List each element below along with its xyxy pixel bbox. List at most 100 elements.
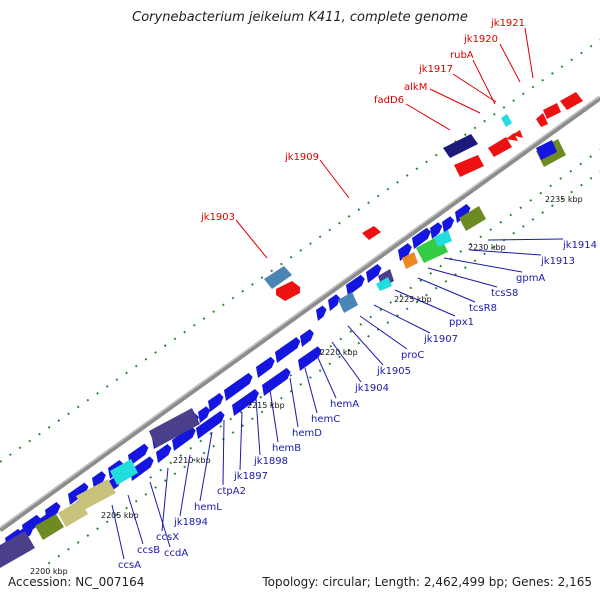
top-gene-labels[interactable]: jk1921 jk1920 rubA jk1917 alkM fadD6 jk1… xyxy=(200,18,534,259)
grid-dots-far xyxy=(149,148,600,479)
feature-blocks[interactable] xyxy=(0,139,566,568)
feature-jk1894[interactable] xyxy=(110,459,138,485)
grid-dot xyxy=(173,472,177,476)
label-tcsS8[interactable]: tcsS8 xyxy=(491,288,518,299)
reverse-gene-arrow[interactable] xyxy=(430,222,443,239)
feature-ccdA[interactable] xyxy=(58,500,88,527)
reverse-gene-arrow[interactable] xyxy=(316,305,327,321)
reverse-gene-arrow[interactable] xyxy=(455,204,471,223)
label-jk1913[interactable]: jk1913 xyxy=(540,256,575,267)
grid-dot xyxy=(541,78,545,82)
gene-jk1920[interactable] xyxy=(536,113,548,127)
reverse-gene-arrow[interactable] xyxy=(156,444,172,463)
grid-dot xyxy=(570,190,574,194)
gene-jk1909[interactable] xyxy=(362,226,381,240)
label-leader-line xyxy=(111,504,125,560)
label-ccsA[interactable]: ccsA xyxy=(118,560,141,571)
label-ccsB[interactable]: ccsB xyxy=(137,545,160,556)
label-ppx1[interactable]: ppx1 xyxy=(449,317,474,328)
grid-dot xyxy=(57,419,61,422)
feature-hemL[interactable] xyxy=(149,408,200,448)
label-ccsX[interactable]: ccsX xyxy=(156,532,179,543)
reverse-gene-arrow[interactable] xyxy=(412,227,431,249)
feature-gpmA-b[interactable] xyxy=(434,230,452,247)
label-proC[interactable]: proC xyxy=(401,350,424,361)
reverse-gene-arrow[interactable] xyxy=(366,264,382,283)
gene-jk1903[interactable] xyxy=(276,281,300,301)
grid-dot xyxy=(202,317,206,320)
reverse-gene-arrow[interactable] xyxy=(130,456,154,481)
reverse-gene-arrow[interactable] xyxy=(128,443,149,466)
grid-dot xyxy=(339,337,343,341)
grid-dot xyxy=(580,183,583,187)
gene-jk1903-feature[interactable] xyxy=(264,266,292,289)
label-ctpA2[interactable]: ctpA2 xyxy=(217,486,246,497)
scale-tick-2220: 2220 kbp xyxy=(320,348,358,357)
gene-jk1921[interactable] xyxy=(543,103,561,119)
reverse-gene-arrow[interactable] xyxy=(346,274,365,296)
reverse-gene-arrow[interactable] xyxy=(198,406,211,423)
reverse-gene-arrow[interactable] xyxy=(328,294,341,311)
reverse-gene-arrow[interactable] xyxy=(232,389,259,416)
reverse-gene-arrow[interactable] xyxy=(275,337,301,363)
reverse-gene-arrow[interactable] xyxy=(208,393,224,412)
label-jk1894[interactable]: jk1894 xyxy=(173,517,208,528)
bottom-gene-labels[interactable]: jk1914 jk1913 gpmA tcsS8 tcsR8 ppx1 jk1907 proC… xyxy=(111,238,597,571)
reverse-gene-arrow[interactable] xyxy=(398,243,412,261)
grid-dot xyxy=(405,307,409,311)
label-hemC[interactable]: hemC xyxy=(311,414,340,425)
label-jk1904[interactable]: jk1904 xyxy=(354,383,389,394)
reverse-gene-arrow[interactable] xyxy=(172,426,196,451)
grid-dot xyxy=(189,446,193,450)
grid-dot xyxy=(512,99,516,103)
label-jk1897[interactable]: jk1897 xyxy=(233,471,268,482)
reverse-gene-arrow[interactable] xyxy=(298,346,322,371)
reverse-gene-arrow[interactable] xyxy=(196,410,225,439)
grid-dot xyxy=(529,199,533,202)
label-leader-line xyxy=(161,467,169,532)
feature-ccsB[interactable] xyxy=(35,514,64,540)
gene-fadD6[interactable] xyxy=(454,155,484,177)
label-leader-line xyxy=(359,315,408,350)
grid-dot xyxy=(359,322,363,326)
gene-alkM[interactable] xyxy=(488,137,512,157)
label-jk1905[interactable]: jk1905 xyxy=(376,366,411,377)
feature-jk1913[interactable] xyxy=(459,206,486,231)
grid-dot xyxy=(115,378,119,382)
label-ccdA[interactable]: ccdA xyxy=(164,548,188,559)
label-jk1898[interactable]: jk1898 xyxy=(253,456,288,467)
reverse-gene-arrow[interactable] xyxy=(442,216,455,233)
scale-labels: 2200 kbp 2205 kbp 2210 kbp 2215 kbp 2220… xyxy=(30,195,583,576)
genome-backbone-highlight xyxy=(0,95,600,529)
feature-ccsX[interactable] xyxy=(76,479,116,510)
grid-dot xyxy=(202,451,206,455)
reverse-gene-arrow[interactable] xyxy=(262,367,291,396)
feature-ccsA[interactable] xyxy=(0,531,35,568)
label-jk1914[interactable]: jk1914 xyxy=(562,240,597,251)
gene-jk1917[interactable] xyxy=(501,114,512,127)
feature-tcsR8-b[interactable] xyxy=(376,277,392,291)
label-tcsR8[interactable]: tcsR8 xyxy=(469,303,497,314)
label-hemA[interactable]: hemA xyxy=(330,399,359,410)
gene-jk1921-b[interactable] xyxy=(560,92,583,110)
feature-tcsS8[interactable] xyxy=(402,252,418,269)
feature-jk1903b[interactable] xyxy=(338,292,358,313)
feature-jk1921b[interactable] xyxy=(536,140,557,160)
scale-tick-2230: 2230 kbp xyxy=(468,243,506,252)
label-gpmA[interactable]: gpmA xyxy=(516,273,545,284)
gene-rubA-b[interactable] xyxy=(512,130,523,138)
reverse-gene-arrow[interactable] xyxy=(224,372,253,401)
label-hemB[interactable]: hemB xyxy=(272,443,301,454)
reverse-gene-arrow[interactable] xyxy=(300,329,314,347)
label-hemD[interactable]: hemD xyxy=(292,428,322,439)
label-hemL[interactable]: hemL xyxy=(194,502,222,513)
label-fadD6: fadD6 xyxy=(374,95,404,106)
reverse-gene-arrow[interactable] xyxy=(68,482,89,505)
reverse-gene-arrow[interactable] xyxy=(92,471,106,489)
forward-strand-genes[interactable] xyxy=(264,92,583,301)
label-jk1907[interactable]: jk1907 xyxy=(423,334,458,345)
gene-fadD6-feature[interactable] xyxy=(443,134,478,158)
grid-dot xyxy=(519,206,523,210)
reverse-gene-arrow[interactable] xyxy=(256,356,275,378)
